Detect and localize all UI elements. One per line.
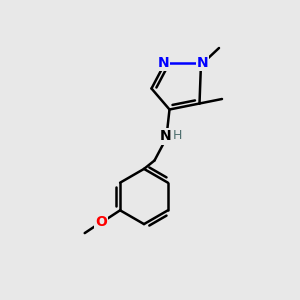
Text: O: O (95, 215, 107, 229)
Text: H: H (172, 129, 182, 142)
Text: N: N (197, 56, 208, 70)
Text: N: N (160, 130, 172, 143)
Text: N: N (158, 56, 169, 70)
